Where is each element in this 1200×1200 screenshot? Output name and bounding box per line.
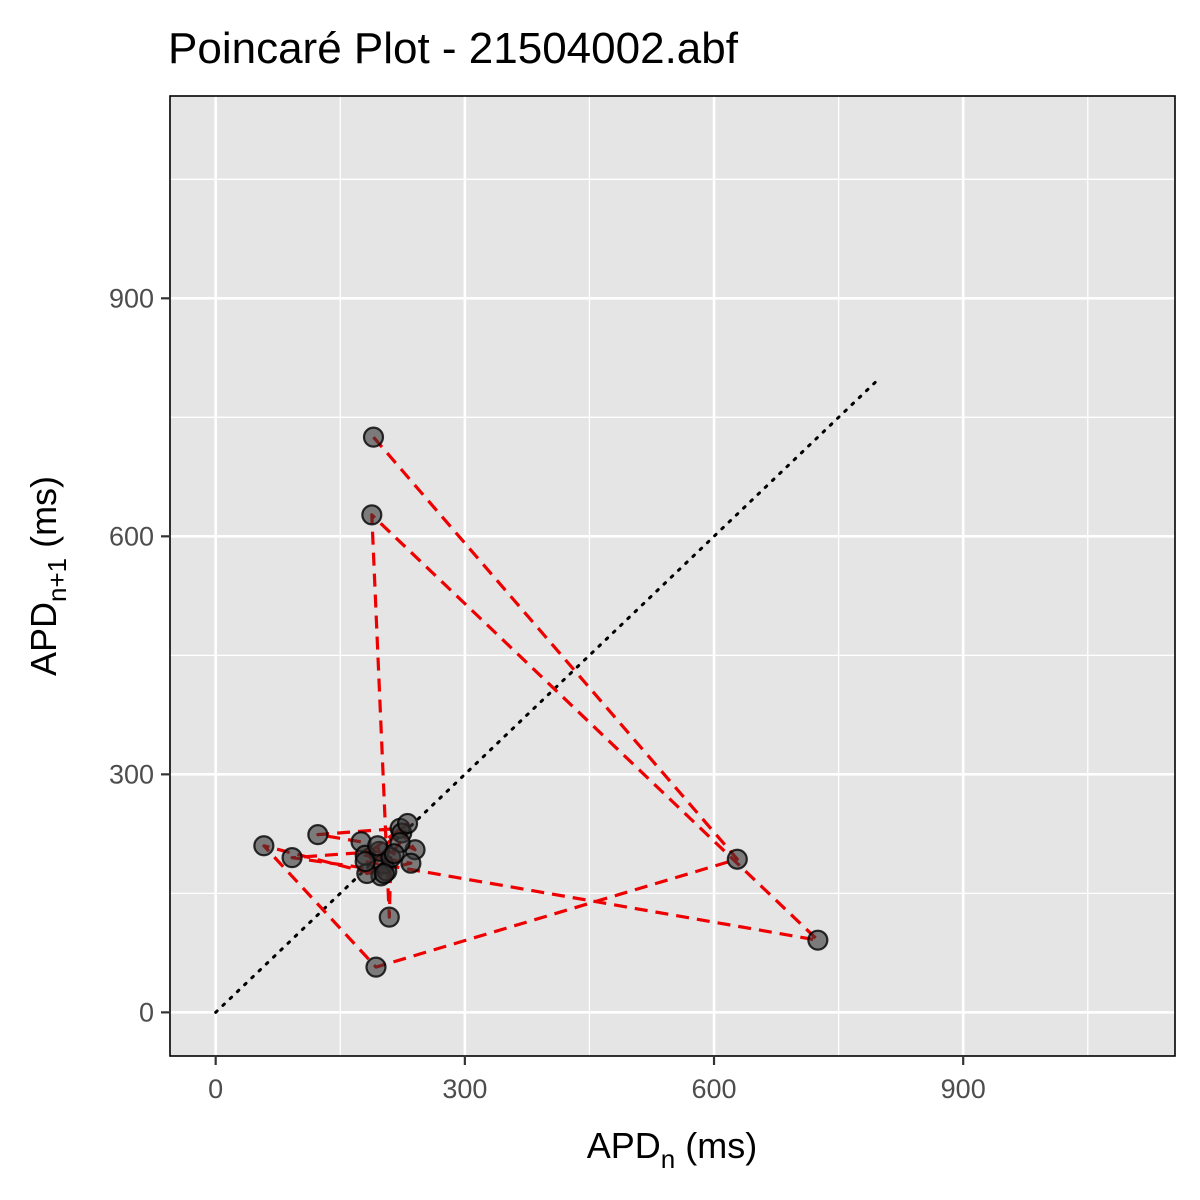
x-tick-label-1: 300 [442,1074,487,1104]
y-axis-title-suffix: (ms) [23,476,64,558]
data-point-2 [365,956,387,978]
y-axis-title-subscript: n+1 [42,558,72,602]
data-point-24 [383,843,405,865]
y-axis-title-base: APD [23,602,64,676]
data-point-13 [400,852,422,874]
plot-border [169,95,1176,1057]
data-point-21 [361,504,383,526]
chart-title: Poincaré Plot - 21504002.abf [168,24,739,73]
x-tick-label-2: 600 [691,1074,736,1104]
data-points [253,426,829,978]
y-tick-label-0: 0 [139,997,154,1027]
data-point-23 [354,851,376,873]
x-axis-title: APDn (ms) [587,1125,757,1174]
x-axis-title-subscript: n [661,1144,675,1174]
y-tick-label-1: 300 [109,759,154,789]
data-point-25 [367,835,389,857]
y-axis: 0 300 600 900 [109,283,170,1027]
data-point-26 [373,862,395,885]
y-tick-label-2: 600 [109,521,154,551]
y-tick-label-3: 900 [109,283,154,313]
data-point-20 [378,906,400,928]
x-axis: 0 300 600 900 [208,1056,986,1104]
x-axis-title-base: APD [587,1125,661,1166]
identity-line [214,376,882,1014]
data-point-22 [807,929,829,951]
grid-minor [170,96,1175,1056]
data-point-3 [253,835,275,857]
data-point-17 [281,847,303,869]
x-axis-title-suffix: (ms) [675,1125,757,1166]
y-axis-title: APDn+1 (ms) [23,476,72,676]
data-point-0 [362,426,385,448]
data-point-6 [307,824,329,846]
data-point-15 [396,812,419,835]
grid-major [170,96,1175,1056]
x-tick-label-3: 900 [941,1074,986,1104]
x-tick-label-0: 0 [208,1074,223,1104]
data-point-1 [726,848,748,870]
